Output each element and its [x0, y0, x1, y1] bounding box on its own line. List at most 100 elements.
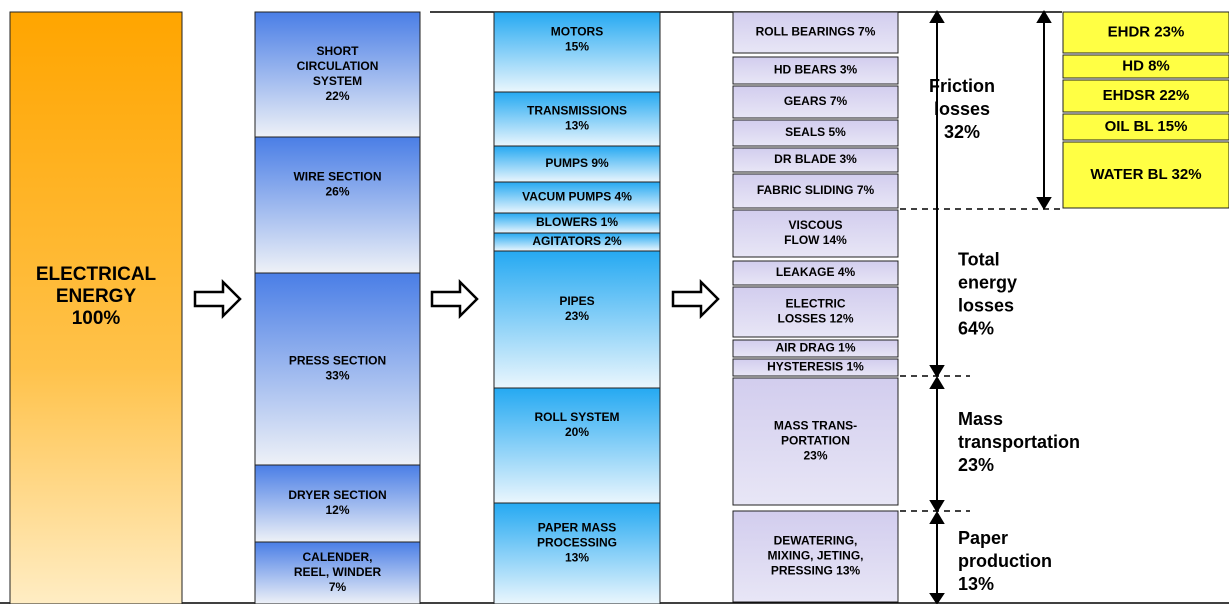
box	[1062, 113, 1229, 141]
box-label: TRANSMISSIONS	[527, 104, 627, 118]
box-label: 23%	[565, 309, 589, 323]
block-arrows	[193, 278, 720, 320]
box-label: PRESS SECTION	[289, 354, 386, 368]
box-label: 23%	[958, 455, 994, 475]
box	[1062, 54, 1229, 79]
box-label: SYSTEM	[313, 74, 362, 88]
box-label: 13%	[565, 551, 589, 565]
box-label: AIR DRAG 1%	[775, 341, 855, 355]
box	[732, 85, 899, 119]
box-label: PORTATION	[781, 434, 850, 448]
box-label: PIPES	[559, 294, 594, 308]
box-label: VISCOUS	[788, 218, 842, 232]
box	[732, 119, 899, 147]
box	[732, 358, 899, 377]
source-box	[9, 11, 183, 605]
box-label: LOSSES 12%	[777, 312, 853, 326]
box-label: PROCESSING	[537, 536, 617, 550]
box-label: 7%	[329, 580, 347, 594]
box-label: OIL BL 15%	[1105, 118, 1188, 135]
box-label: 22%	[325, 89, 349, 103]
box	[1062, 11, 1229, 54]
box-label: MOTORS	[551, 25, 603, 39]
box-label: FLOW 14%	[784, 233, 847, 247]
box	[1062, 79, 1229, 113]
box-label: WIRE SECTION	[293, 170, 381, 184]
box	[1062, 141, 1229, 209]
box	[732, 260, 899, 286]
box-label: EHDSR 22%	[1103, 87, 1190, 104]
box-label: GEARS 7%	[784, 94, 848, 108]
box-label: production	[958, 551, 1052, 571]
block-arrow	[430, 278, 479, 320]
box	[732, 377, 899, 506]
box-label: BLOWERS 1%	[536, 215, 618, 229]
block-arrow	[193, 278, 242, 320]
box-label: SHORT	[317, 44, 360, 58]
box	[732, 173, 899, 209]
box-label: 33%	[325, 369, 349, 383]
box	[732, 510, 899, 603]
box-label: PRESSING 13%	[771, 564, 861, 578]
box	[254, 11, 421, 138]
box-label: 13%	[565, 119, 589, 133]
box-label: Friction	[929, 76, 995, 96]
box	[732, 286, 899, 338]
block-arrow	[671, 278, 720, 320]
box	[254, 136, 421, 274]
box-label: ELECTRIC	[786, 297, 846, 311]
box-label: HYSTERESIS 1%	[767, 360, 864, 374]
box	[732, 209, 899, 258]
box-label: transportation	[958, 432, 1080, 452]
box-label: 100%	[72, 308, 121, 329]
box	[254, 464, 421, 543]
box-label: CALENDER,	[302, 550, 372, 564]
box-label: energy	[958, 272, 1017, 292]
box-label: PUMPS 9%	[545, 156, 609, 170]
box-label: MIXING, JETING,	[767, 549, 863, 563]
box-label: DRYER SECTION	[288, 488, 386, 502]
box	[493, 11, 661, 93]
box	[254, 272, 421, 466]
box	[493, 387, 661, 504]
box-label: 64%	[958, 318, 994, 338]
box	[732, 147, 899, 173]
box-label: DEWATERING,	[774, 534, 858, 548]
box-label: Mass	[958, 409, 1003, 429]
box-label: 32%	[944, 122, 980, 142]
box-label: PAPER MASS	[538, 521, 616, 535]
box-label: 12%	[325, 503, 349, 517]
box-label: losses	[934, 99, 990, 119]
box-label: CIRCULATION	[297, 59, 379, 73]
box-label: FABRIC SLIDING 7%	[757, 183, 875, 197]
box-label: REEL, WINDER	[294, 565, 382, 579]
box	[493, 250, 661, 389]
box-label: ENERGY	[56, 286, 137, 307]
box-label: HD 8%	[1122, 57, 1170, 74]
box-label: 13%	[958, 574, 994, 594]
box	[493, 91, 661, 147]
box-label: 23%	[803, 449, 827, 463]
box-label: DR BLADE 3%	[774, 152, 857, 166]
span-arrows	[929, 10, 1052, 605]
box	[732, 339, 899, 358]
box	[493, 145, 661, 183]
box-label: SEALS 5%	[785, 125, 846, 139]
box-label: HD BEARS 3%	[774, 63, 858, 77]
box-label: MASS TRANS-	[774, 419, 857, 433]
box-label: ROLL BEARINGS 7%	[756, 25, 876, 39]
box-label: Total	[958, 249, 1000, 269]
box	[732, 11, 899, 54]
box-label: losses	[958, 295, 1014, 315]
box-label: WATER BL 32%	[1090, 166, 1201, 183]
box-label: LEAKAGE 4%	[776, 265, 856, 279]
box-label: ROLL SYSTEM	[534, 410, 619, 424]
box-label: ELECTRICAL	[36, 264, 157, 285]
box	[732, 56, 899, 85]
box	[493, 502, 661, 605]
box-label: Paper	[958, 528, 1008, 548]
box	[254, 541, 421, 605]
box-label: 15%	[565, 40, 589, 54]
box-label: EHDR 23%	[1108, 23, 1185, 40]
